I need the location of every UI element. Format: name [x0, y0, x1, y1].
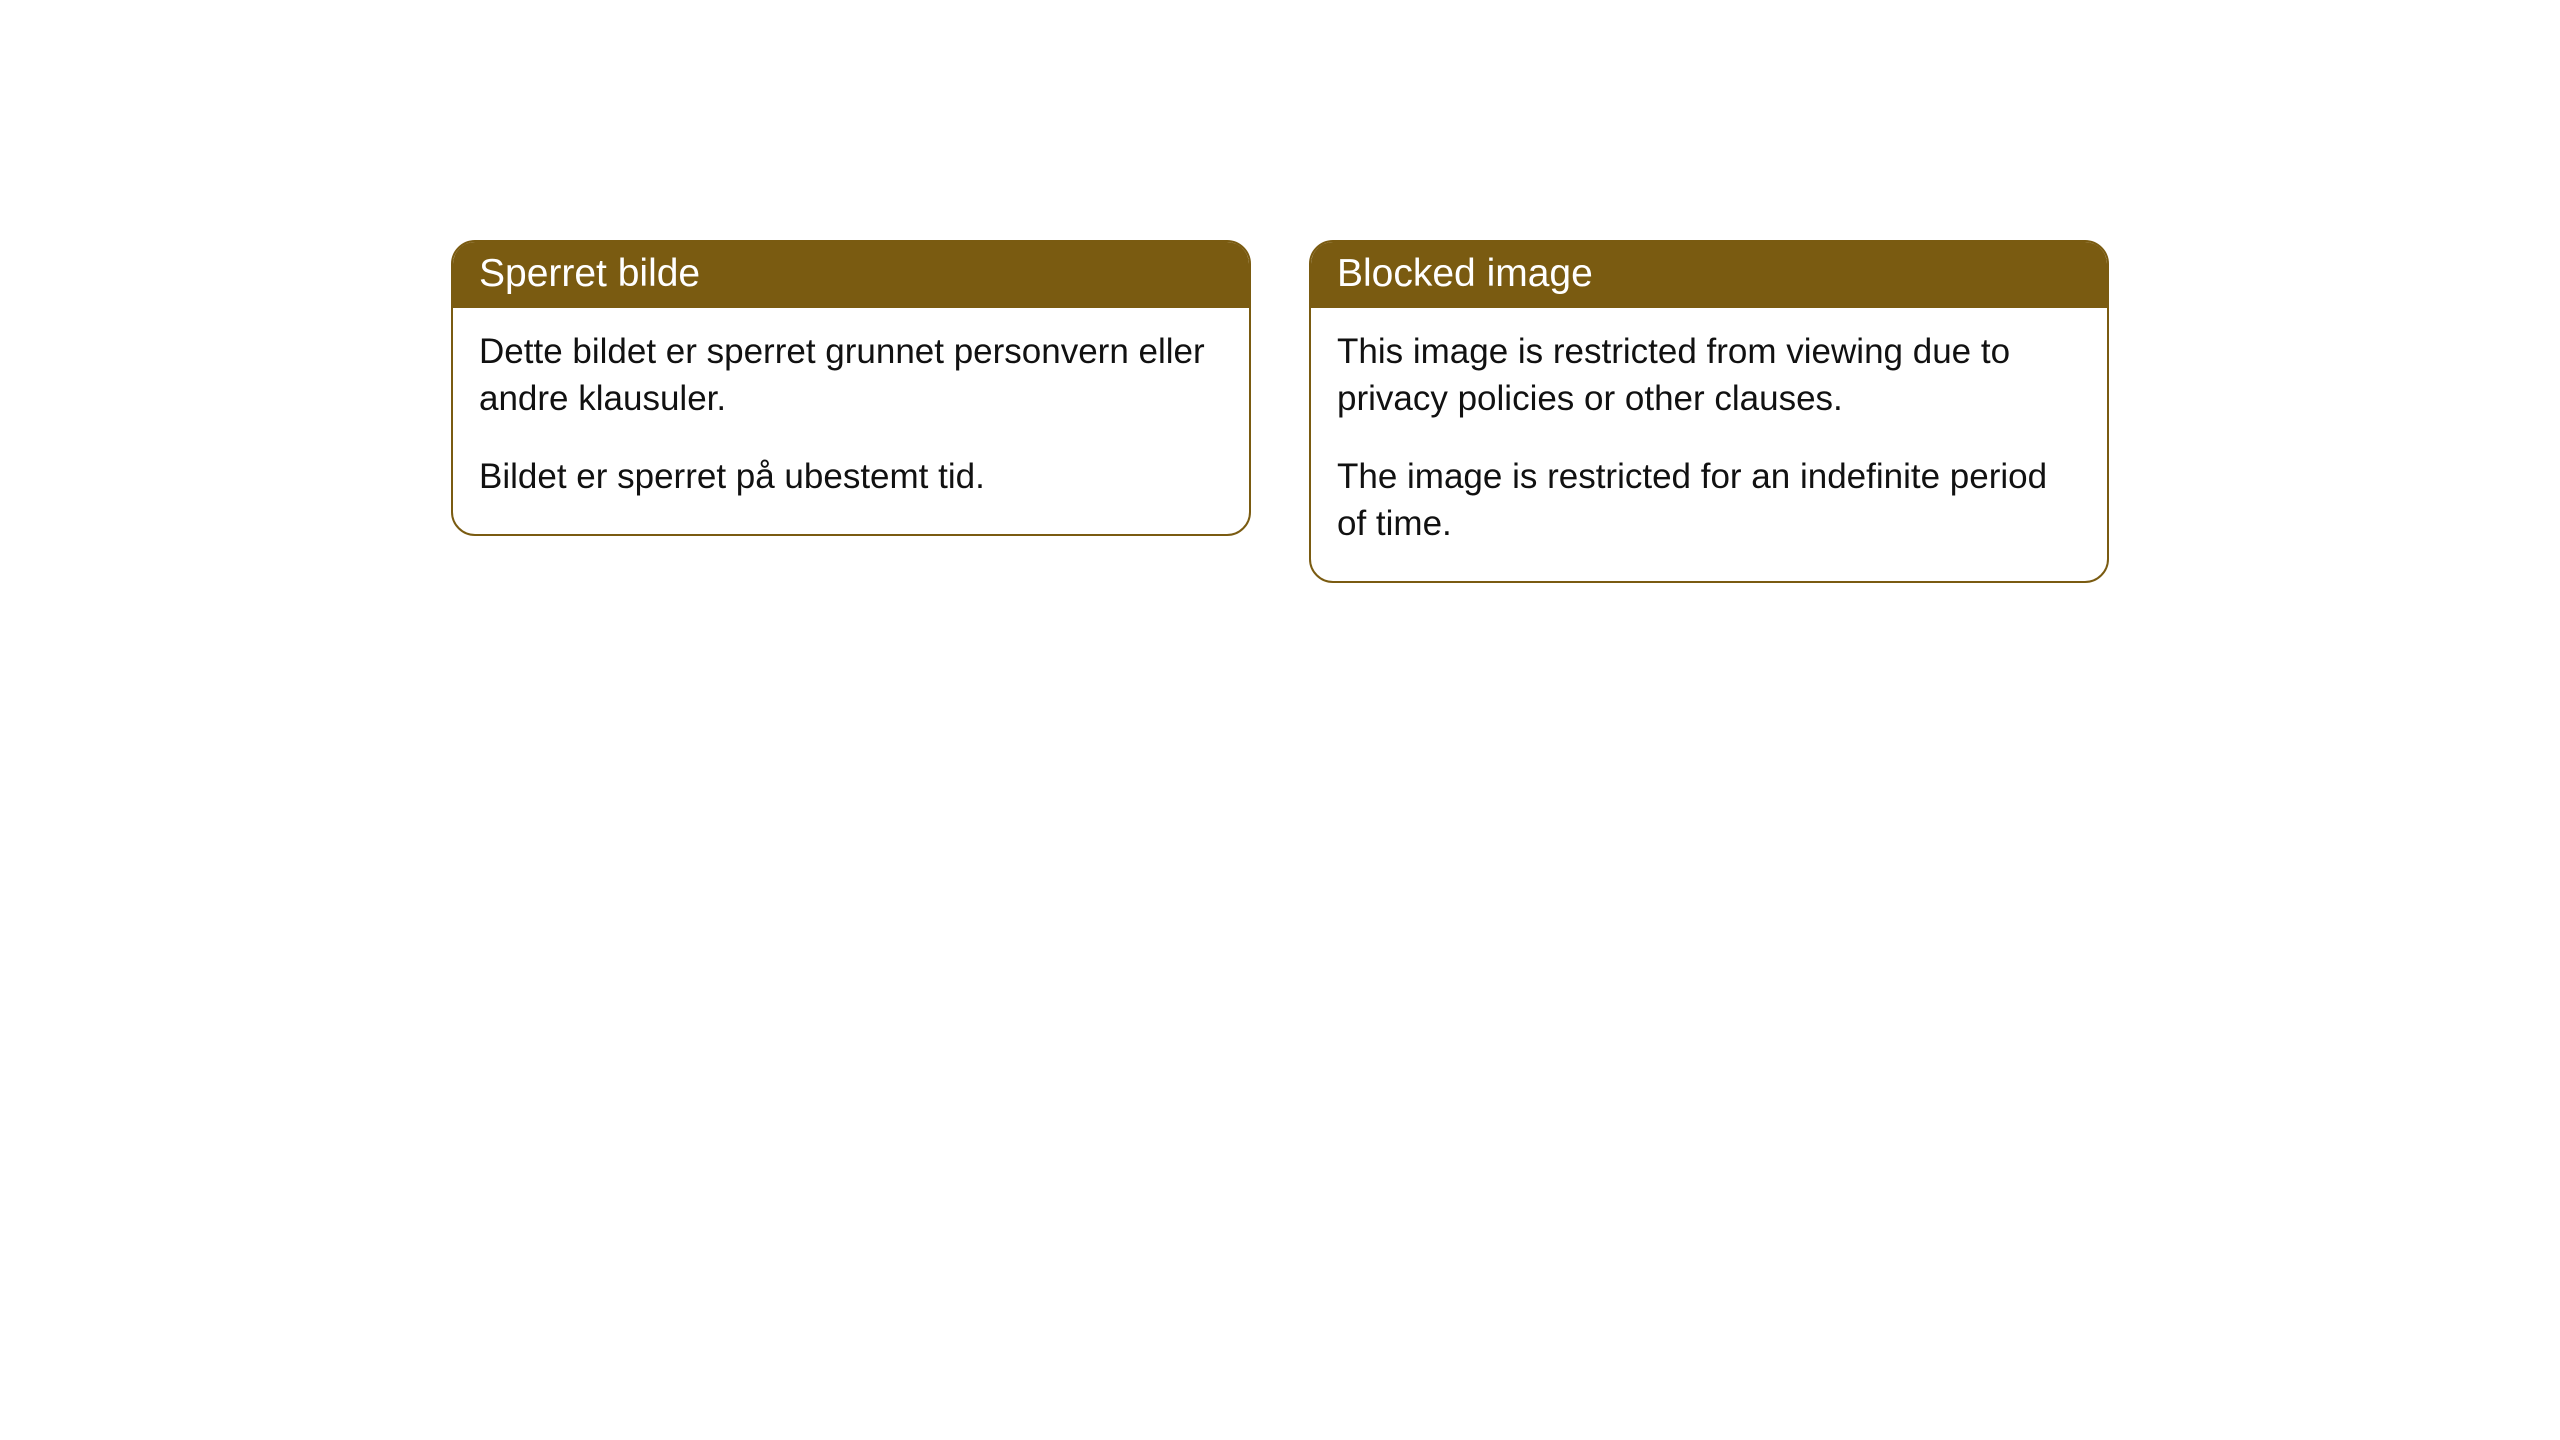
card-title: Sperret bilde: [479, 252, 700, 295]
card-header: Blocked image: [1311, 242, 2107, 308]
card-header: Sperret bilde: [453, 242, 1249, 308]
card-paragraph: The image is restricted for an indefinit…: [1337, 453, 2081, 548]
blocked-image-card-norwegian: Sperret bilde Dette bildet er sperret gr…: [451, 240, 1251, 536]
card-paragraph: This image is restricted from viewing du…: [1337, 328, 2081, 423]
card-paragraph: Dette bildet er sperret grunnet personve…: [479, 328, 1223, 423]
card-body: Dette bildet er sperret grunnet personve…: [453, 308, 1249, 534]
card-title: Blocked image: [1337, 252, 1593, 295]
card-paragraph: Bildet er sperret på ubestemt tid.: [479, 453, 1223, 500]
card-body: This image is restricted from viewing du…: [1311, 308, 2107, 581]
blocked-image-card-english: Blocked image This image is restricted f…: [1309, 240, 2109, 583]
